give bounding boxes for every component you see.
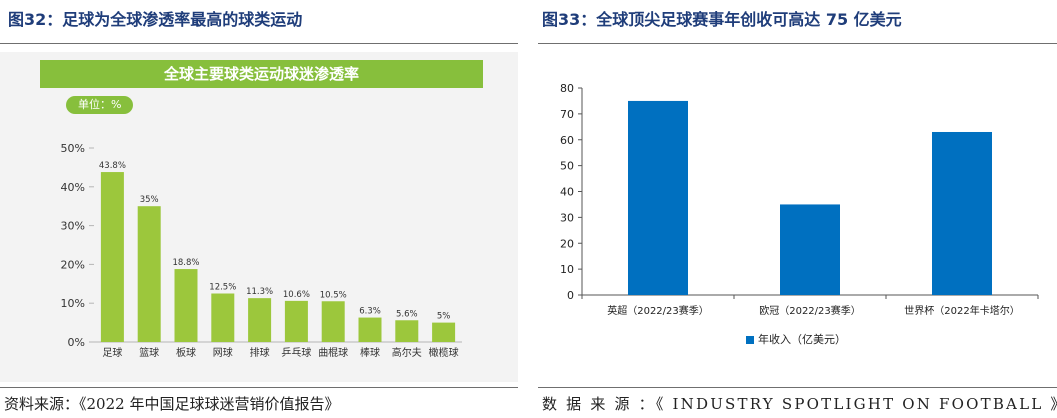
x-tick-label: 棒球 xyxy=(360,346,380,359)
bar-8 xyxy=(358,317,382,342)
bar-1 xyxy=(628,100,688,295)
right-source-divider xyxy=(538,387,1057,388)
x-tick-label: 篮球 xyxy=(139,346,159,359)
y-tick-label: 30% xyxy=(61,220,85,233)
data-label: 5% xyxy=(437,312,451,322)
data-label: 12.5% xyxy=(209,283,236,293)
right-figure-panel: 图33：全球顶尖足球赛事年创收可高达 75 亿美元 0 10 20 30 40 50 60 7… xyxy=(538,0,1057,418)
bar-4 xyxy=(211,293,235,342)
left-source-note: 资料来源：《2022 年中国足球球迷营销价值报告》 xyxy=(4,395,340,413)
unit-badge: 单位：% xyxy=(66,96,134,114)
data-label: 11.3% xyxy=(246,287,273,297)
penetration-chart-banner: 全球主要球类运动球迷渗透率 xyxy=(40,60,483,88)
penetration-bar-chart: 0% 10% 20% 30% 40% 50% 43.8% 足球 35% 篮球 18.8% 板球 12.5… xyxy=(61,142,462,359)
bar-6 xyxy=(284,300,308,342)
y-tick-label: 20 xyxy=(560,237,574,250)
penetration-chart-area: 全球主要球类运动球迷渗透率 单位：% 0% 10% 20% 30% 40% 50% 43.8… xyxy=(0,52,518,382)
bar-10 xyxy=(432,322,456,342)
y-tick-label: 10% xyxy=(61,297,85,310)
bar-7 xyxy=(321,301,345,342)
y-tick-label: 0 xyxy=(567,289,574,302)
y-tick-label: 0% xyxy=(68,336,85,349)
data-label: 10.5% xyxy=(320,290,347,300)
x-tick-label: 橄榄球 xyxy=(429,346,459,359)
y-tick-label: 40 xyxy=(560,186,574,199)
y-tick-label: 10 xyxy=(560,263,574,276)
y-tick-label: 70 xyxy=(560,108,574,121)
y-tick-label: 40% xyxy=(61,181,85,194)
right-figure-title: 图33：全球顶尖足球赛事年创收可高达 75 亿美元 xyxy=(542,10,902,29)
x-tick-label: 高尔夫 xyxy=(392,346,422,359)
left-title-divider xyxy=(0,43,518,44)
revenue-legend: 年收入（亿美元） xyxy=(746,331,846,347)
y-tick-label: 50 xyxy=(560,160,574,173)
y-tick-label: 80 xyxy=(560,82,574,95)
x-tick-label: 网球 xyxy=(213,346,233,359)
y-tick-label: 50% xyxy=(61,142,85,155)
bar-1 xyxy=(100,172,124,342)
right-source-note: 数 据 来 源 ：《 INDUSTRY SPOTLIGHT ON FOOTBAL… xyxy=(542,395,1057,413)
bar-5 xyxy=(248,298,272,342)
bar-2 xyxy=(780,204,840,295)
y-tick-label: 60 xyxy=(560,134,574,147)
data-label: 6.3% xyxy=(359,307,381,317)
legend-label: 年收入（亿美元） xyxy=(758,333,846,346)
x-tick-label: 欧冠（2022/23赛季） xyxy=(759,304,861,317)
right-title-divider xyxy=(538,43,1057,44)
bar-9 xyxy=(395,320,419,342)
x-tick-label: 英超（2022/23赛季） xyxy=(607,304,709,317)
left-figure-panel: 图32：足球为全球渗透率最高的球类运动 全球主要球类运动球迷渗透率 单位：% 0… xyxy=(0,0,518,418)
revenue-bar-chart: 0 10 20 30 40 50 60 70 80 英超（2022/23赛季） 欧冠（2022/23… xyxy=(560,82,1039,317)
data-label: 18.8% xyxy=(172,258,199,268)
x-tick-label: 排球 xyxy=(250,346,270,359)
x-tick-label: 足球 xyxy=(102,346,122,359)
data-label: 5.6% xyxy=(396,309,418,319)
left-source-divider xyxy=(0,387,518,388)
x-tick-label: 乒乓球 xyxy=(281,346,311,359)
data-label: 35% xyxy=(140,195,159,205)
y-tick-label: 20% xyxy=(61,258,85,271)
x-tick-label: 世界杯（2022年卡塔尔） xyxy=(904,304,1019,317)
left-figure-title: 图32：足球为全球渗透率最高的球类运动 xyxy=(8,10,303,29)
legend-swatch xyxy=(746,336,754,344)
x-tick-label: 曲棍球 xyxy=(318,346,348,359)
y-tick-label: 30 xyxy=(560,211,574,224)
bar-3 xyxy=(932,131,992,295)
bar-2 xyxy=(137,206,161,342)
x-tick-label: 板球 xyxy=(176,346,196,359)
data-label: 43.8% xyxy=(99,161,126,171)
bar-3 xyxy=(174,269,198,342)
data-label: 10.6% xyxy=(283,290,310,300)
